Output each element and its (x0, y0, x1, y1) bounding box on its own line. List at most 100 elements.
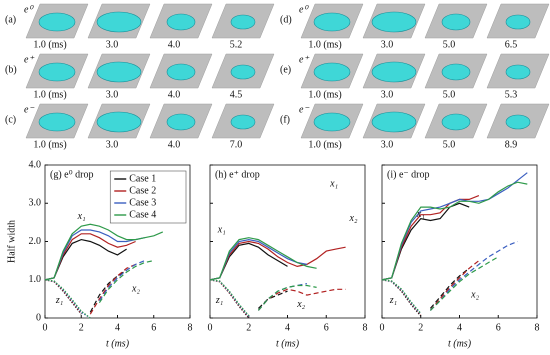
annotation: z₁ (389, 295, 397, 306)
panel-label: (b) (5, 64, 17, 75)
time-label: 1.0 (ms) (308, 89, 341, 100)
panel-label: (e) (280, 64, 291, 75)
droplet (38, 62, 76, 82)
x-axis-label: t (ms) (276, 338, 300, 349)
droplet (38, 112, 76, 132)
droplet (230, 64, 256, 80)
panel-label: (c) (5, 114, 16, 125)
droplet (441, 13, 471, 31)
x-tick-label: 0 (208, 322, 213, 333)
x-axis-label: t (ms) (106, 338, 130, 349)
annotation: x₁ (416, 209, 425, 220)
y-tick-label: 2.0 (29, 236, 42, 247)
droplet (96, 11, 142, 33)
line-x2 (429, 260, 480, 311)
droplet (505, 14, 531, 30)
x-tick-label: 8 (188, 322, 193, 333)
y-tick-label: 4.0 (29, 159, 42, 170)
line-x2 (429, 240, 518, 311)
droplet (96, 61, 142, 83)
annotation: x₂ (131, 284, 140, 295)
legend-entry: Case 2 (129, 185, 156, 196)
time-label: 6.5 (505, 39, 518, 50)
line-z1 (381, 279, 422, 314)
plot-frame (209, 164, 366, 319)
time-label: 3.0 (106, 89, 119, 100)
line-x1 (381, 195, 480, 281)
droplet (371, 61, 417, 83)
legend-entry: Case 3 (129, 197, 156, 208)
x-tick-label: 6 (496, 322, 501, 333)
line-z1 (44, 279, 91, 319)
time-label: 5.0 (443, 89, 456, 100)
x-tick-label: 8 (535, 322, 540, 333)
x-tick-label: 0 (380, 322, 385, 333)
line-x1 (381, 181, 528, 281)
line-z1 (44, 279, 91, 319)
drop-type: e⁺ (299, 54, 309, 65)
chart-title: (g) e⁰ drop (50, 169, 93, 180)
droplet (166, 113, 196, 131)
x-tick-label: 0 (43, 322, 48, 333)
panel-label: (a) (5, 14, 16, 25)
annotation: x₁ (77, 211, 86, 222)
panel-label: (d) (280, 14, 292, 25)
droplet (441, 113, 471, 131)
line-x1 (44, 229, 145, 281)
x-tick-label: 2 (246, 322, 251, 333)
x-tick-label: 4 (115, 322, 120, 333)
x-tick-label: 2 (418, 322, 423, 333)
x-tick-label: 8 (363, 322, 368, 333)
chart-title: (h) e⁺ drop (215, 169, 260, 180)
drop-type: e⁻ (299, 104, 309, 115)
legend-entry: Case 1 (129, 173, 156, 184)
x-tick-label: 4 (457, 322, 462, 333)
time-label: 3.0 (381, 89, 394, 100)
droplet (505, 64, 531, 80)
time-label: 1.0 (ms) (308, 139, 341, 150)
annotation: x₂ (470, 289, 479, 300)
time-label: 5.3 (505, 89, 518, 100)
time-label: 3.0 (381, 139, 394, 150)
time-label: 4.0 (168, 89, 181, 100)
line-x1 (381, 172, 528, 281)
time-label: 5.2 (230, 39, 243, 50)
annotation: x₁ (217, 224, 226, 235)
line-x2 (429, 256, 499, 311)
line-x2 (98, 260, 145, 302)
annotation: z₁ (55, 295, 63, 306)
x-tick-label: 2 (79, 322, 84, 333)
time-label: 7.0 (230, 139, 243, 150)
droplet (96, 111, 142, 133)
time-label: 8.9 (505, 139, 518, 150)
droplet (313, 62, 351, 82)
droplet (505, 114, 531, 130)
line-x1 (44, 223, 164, 281)
line-x2 (257, 284, 317, 311)
line-x1 (209, 240, 346, 281)
time-label: 1.0 (ms) (308, 39, 341, 50)
time-label: 4.5 (230, 89, 243, 100)
droplet (38, 12, 76, 32)
line-z1 (209, 279, 250, 317)
annotation: x₂ (349, 213, 358, 224)
droplet (230, 14, 256, 30)
droplet (371, 11, 417, 33)
droplet (313, 112, 351, 132)
time-label: 1.0 (ms) (33, 139, 66, 150)
line-x2 (257, 290, 288, 309)
time-label: 1.0 (ms) (33, 39, 66, 50)
x-axis-label: t (ms) (448, 338, 472, 349)
drop-type: e⁰ (24, 4, 34, 15)
time-label: 3.0 (106, 139, 119, 150)
line-x2 (89, 263, 136, 315)
line-x2 (429, 267, 470, 309)
droplet (230, 114, 256, 130)
y-tick-label: 0 (36, 312, 41, 323)
line-x1 (209, 237, 317, 281)
time-label: 4.0 (168, 139, 181, 150)
annotation: z₁ (215, 295, 223, 306)
droplet (166, 63, 196, 81)
time-label: 5.0 (443, 39, 456, 50)
